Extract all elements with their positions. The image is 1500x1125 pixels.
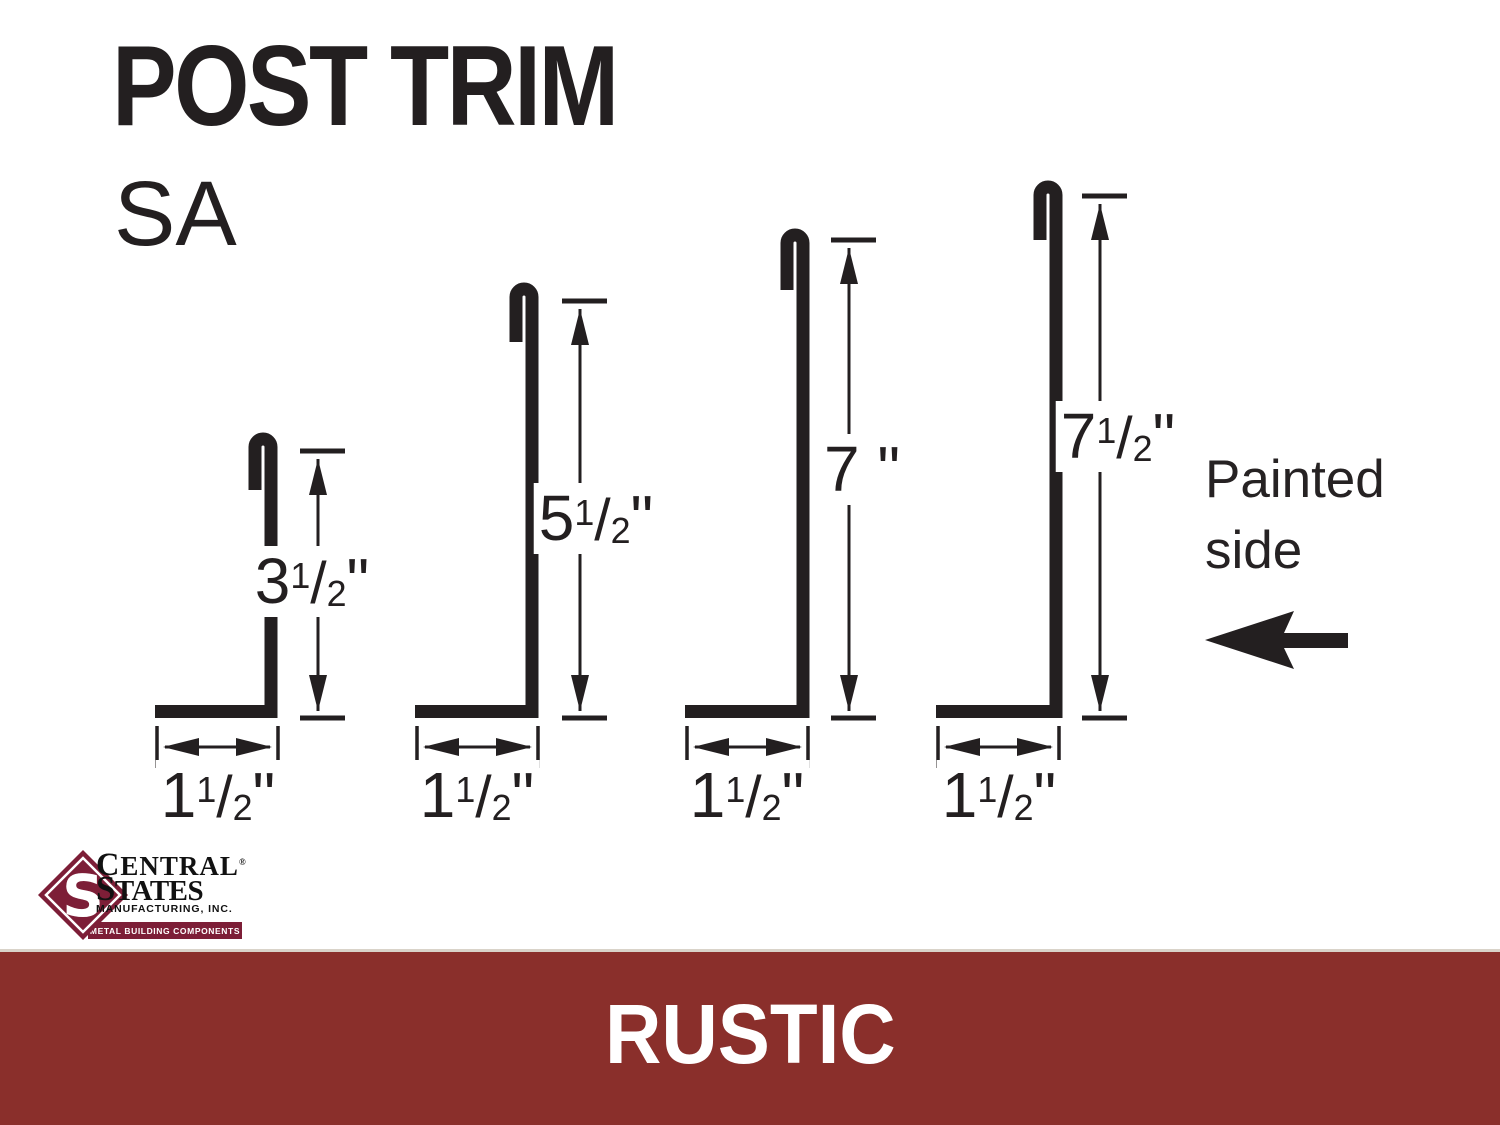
logo-tagline-strip: METAL BUILDING COMPONENTS <box>88 922 242 939</box>
height-label-5-1-2: 51/2" <box>533 483 659 554</box>
width-label-2: 11/2" <box>414 760 540 831</box>
rustic-banner: RUSTIC <box>0 952 1500 1125</box>
logo-subline: MANUFACTURING, INC. <box>96 903 233 915</box>
height-dimension-lines <box>300 193 1127 721</box>
height-label-3-1-2: 31/2" <box>249 546 375 617</box>
width-label-3: 11/2" <box>684 760 810 831</box>
width-dimension-lines <box>155 726 1061 768</box>
height-label-7: 7 " <box>818 434 906 505</box>
width-label-4: 11/2" <box>936 760 1062 831</box>
height-label-7-1-2: 71/2" <box>1055 401 1181 472</box>
profile-shape-5-1-2 <box>415 282 539 718</box>
page-title: POST TRIM <box>112 23 619 150</box>
central-states-logo-text: CENTRAL® STATES MANUFACTURING, INC. <box>96 851 247 916</box>
width-label-1: 11/2" <box>155 760 281 831</box>
painted-side-arrow-icon <box>1205 611 1348 669</box>
painted-side-line1: Painted <box>1205 450 1385 509</box>
profile-shape-7 <box>685 228 810 718</box>
painted-side-line2: side <box>1205 521 1303 580</box>
registered-mark: ® <box>238 857 247 867</box>
logo-tagline: METAL BUILDING COMPONENTS <box>89 925 241 936</box>
page-subtitle: SA <box>114 163 237 265</box>
banner-separator-line <box>0 949 1500 952</box>
profile-shape-7-1-2 <box>936 180 1063 718</box>
rustic-label: RUSTIC <box>604 987 896 1081</box>
logo-name-central: CENTRAL® <box>96 847 247 883</box>
painted-side-label: Painted side <box>1205 444 1385 586</box>
